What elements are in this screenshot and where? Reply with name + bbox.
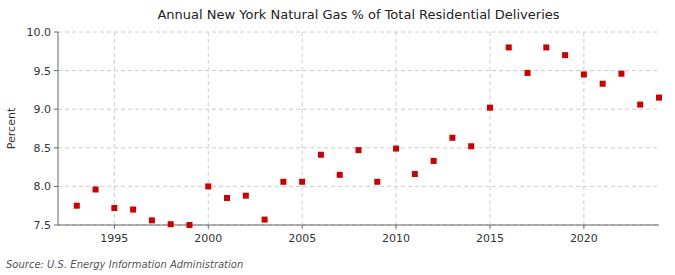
point xyxy=(262,217,268,223)
tick-label: 7.5 xyxy=(34,219,52,232)
grid-line xyxy=(396,32,397,225)
tick-label: 2015 xyxy=(476,232,504,245)
title: Annual New York Natural Gas % of Total R… xyxy=(157,7,559,22)
point xyxy=(431,158,437,164)
y-axis-line xyxy=(58,32,59,225)
point xyxy=(337,172,343,178)
tick-label: 9.0 xyxy=(34,103,52,116)
tick-label: 1995 xyxy=(100,232,128,245)
grid-line xyxy=(583,32,584,225)
point xyxy=(374,179,380,185)
point xyxy=(618,71,624,77)
grid-line xyxy=(114,32,115,225)
point xyxy=(318,152,324,158)
point xyxy=(581,71,587,77)
point xyxy=(487,105,493,111)
point xyxy=(525,70,531,76)
point xyxy=(543,44,549,50)
grid-line xyxy=(58,225,659,226)
point xyxy=(74,203,80,209)
grid-line xyxy=(302,32,303,225)
point xyxy=(412,171,418,177)
y-axis-label: Percent xyxy=(5,107,18,149)
grid-line xyxy=(58,70,659,71)
tick-mark xyxy=(54,109,58,110)
grid-line xyxy=(58,186,659,187)
grid-line xyxy=(58,109,659,110)
tick-label: 8.5 xyxy=(34,142,52,155)
point xyxy=(224,195,230,201)
point xyxy=(637,102,643,108)
grid-line xyxy=(489,32,490,225)
point xyxy=(168,221,174,227)
tick-mark xyxy=(54,186,58,187)
source-note: Source: U.S. Energy Information Administ… xyxy=(6,259,243,270)
point xyxy=(111,205,117,211)
tick-mark xyxy=(489,225,490,229)
point xyxy=(468,143,474,149)
point xyxy=(149,217,155,223)
tick-mark xyxy=(208,225,209,229)
point xyxy=(243,193,249,199)
tick-label: 2010 xyxy=(382,232,410,245)
tick-label: 8.0 xyxy=(34,180,52,193)
tick-mark xyxy=(396,225,397,229)
point xyxy=(506,44,512,50)
point xyxy=(299,179,305,185)
point xyxy=(393,146,399,152)
tick-mark xyxy=(583,225,584,229)
tick-label: 2000 xyxy=(194,232,222,245)
point xyxy=(186,222,192,228)
x-axis-line xyxy=(58,225,659,226)
chart: 7.5 8.0 8.5 9.0 9.5 10.0 1995 2000 2005 2010 2015 2… xyxy=(0,0,675,275)
tick-mark xyxy=(54,70,58,71)
grid-line xyxy=(208,32,209,225)
point xyxy=(600,81,606,87)
tick-mark xyxy=(302,225,303,229)
tick-mark xyxy=(54,32,58,33)
tick-mark xyxy=(114,225,115,229)
grid xyxy=(58,32,659,225)
tick-mark xyxy=(54,225,58,226)
points xyxy=(74,44,662,228)
tick-label: 2020 xyxy=(570,232,598,245)
point xyxy=(356,147,362,153)
point xyxy=(130,207,136,213)
point xyxy=(449,135,455,141)
point xyxy=(280,179,286,185)
point xyxy=(656,95,662,101)
axes: 7.5 8.0 8.5 9.0 9.5 10.0 1995 2000 2005 2010 2015 2… xyxy=(27,26,660,245)
point xyxy=(562,52,568,58)
point xyxy=(205,183,211,189)
tick-label: 2005 xyxy=(288,232,316,245)
point xyxy=(93,186,99,192)
tick-label: 9.5 xyxy=(34,65,52,78)
tick-mark xyxy=(54,147,58,148)
grid-line xyxy=(58,32,659,33)
tick-label: 10.0 xyxy=(27,26,52,39)
